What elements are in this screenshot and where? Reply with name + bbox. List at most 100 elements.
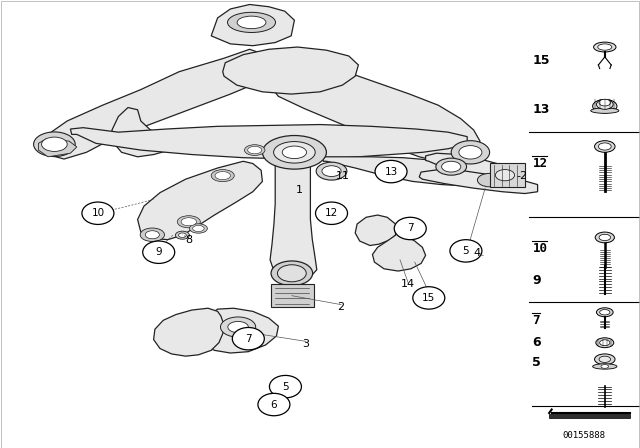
Circle shape <box>82 202 114 224</box>
Ellipse shape <box>34 132 76 157</box>
Ellipse shape <box>278 265 307 282</box>
Ellipse shape <box>220 317 255 337</box>
Ellipse shape <box>596 308 613 317</box>
Polygon shape <box>355 215 398 246</box>
Ellipse shape <box>248 146 262 154</box>
Ellipse shape <box>591 108 619 113</box>
Polygon shape <box>138 161 262 240</box>
Text: 8: 8 <box>185 235 193 245</box>
Text: 10: 10 <box>532 242 547 255</box>
Text: 7: 7 <box>407 224 413 233</box>
Ellipse shape <box>495 169 515 181</box>
Ellipse shape <box>189 224 207 233</box>
Text: 1: 1 <box>296 185 303 195</box>
Text: 5: 5 <box>532 356 541 370</box>
Ellipse shape <box>596 338 614 348</box>
Text: 13: 13 <box>532 103 550 116</box>
Ellipse shape <box>175 231 189 239</box>
Text: 5: 5 <box>463 246 469 256</box>
Text: 9: 9 <box>532 273 541 287</box>
Text: 6: 6 <box>271 400 277 409</box>
Ellipse shape <box>177 216 200 228</box>
Ellipse shape <box>598 143 611 150</box>
Ellipse shape <box>593 42 616 52</box>
Text: 15: 15 <box>532 54 550 67</box>
Ellipse shape <box>179 233 186 237</box>
Text: 15: 15 <box>422 293 435 303</box>
Polygon shape <box>38 139 77 157</box>
Ellipse shape <box>316 162 347 180</box>
Polygon shape <box>223 47 358 94</box>
Circle shape <box>269 375 301 398</box>
Ellipse shape <box>271 261 313 286</box>
Ellipse shape <box>593 364 617 369</box>
Text: 10: 10 <box>92 208 104 218</box>
Circle shape <box>316 202 348 224</box>
Ellipse shape <box>262 135 326 169</box>
Polygon shape <box>42 49 269 159</box>
Ellipse shape <box>600 310 610 315</box>
Polygon shape <box>372 229 426 271</box>
Ellipse shape <box>593 99 617 113</box>
Text: 3: 3 <box>303 339 309 349</box>
Ellipse shape <box>322 166 341 177</box>
Polygon shape <box>154 308 224 356</box>
Ellipse shape <box>600 340 610 346</box>
Ellipse shape <box>140 228 164 241</box>
Text: 14: 14 <box>401 280 415 289</box>
Polygon shape <box>211 4 294 46</box>
Ellipse shape <box>451 141 490 164</box>
Ellipse shape <box>477 173 502 187</box>
Ellipse shape <box>228 322 248 332</box>
Ellipse shape <box>436 158 467 175</box>
Ellipse shape <box>237 16 266 29</box>
Text: 11: 11 <box>336 171 350 181</box>
Ellipse shape <box>181 218 196 226</box>
Polygon shape <box>426 153 524 183</box>
Ellipse shape <box>459 146 482 159</box>
Circle shape <box>450 240 482 262</box>
Ellipse shape <box>595 232 614 243</box>
Ellipse shape <box>595 141 615 152</box>
Ellipse shape <box>42 137 67 151</box>
Circle shape <box>413 287 445 309</box>
Text: 7: 7 <box>532 314 540 327</box>
Ellipse shape <box>282 146 307 159</box>
Ellipse shape <box>442 161 461 172</box>
Bar <box>490 163 525 187</box>
Polygon shape <box>266 54 480 161</box>
Polygon shape <box>419 169 538 194</box>
Text: 12: 12 <box>325 208 338 218</box>
Ellipse shape <box>193 225 204 232</box>
Text: 6: 6 <box>532 336 541 349</box>
Circle shape <box>232 327 264 350</box>
Text: 2: 2 <box>337 302 345 312</box>
Circle shape <box>258 393 290 416</box>
Text: 13: 13 <box>385 167 397 177</box>
Polygon shape <box>112 108 173 157</box>
Circle shape <box>143 241 175 263</box>
Text: 5: 5 <box>282 382 289 392</box>
Ellipse shape <box>215 172 230 180</box>
Circle shape <box>394 217 426 240</box>
Ellipse shape <box>596 99 613 109</box>
Ellipse shape <box>244 145 265 155</box>
Polygon shape <box>197 308 278 353</box>
Polygon shape <box>70 125 467 159</box>
Text: 7: 7 <box>245 334 252 344</box>
Ellipse shape <box>211 169 234 182</box>
Ellipse shape <box>228 13 275 33</box>
Ellipse shape <box>598 44 612 50</box>
Ellipse shape <box>599 356 611 362</box>
Ellipse shape <box>274 142 316 163</box>
Ellipse shape <box>145 231 159 239</box>
Polygon shape <box>549 414 630 418</box>
Polygon shape <box>270 161 317 280</box>
Text: 9: 9 <box>156 247 162 257</box>
Polygon shape <box>323 157 498 186</box>
Text: -2: -2 <box>516 171 527 181</box>
Ellipse shape <box>601 365 609 368</box>
Ellipse shape <box>599 234 611 241</box>
Ellipse shape <box>595 354 615 365</box>
Circle shape <box>375 160 407 183</box>
